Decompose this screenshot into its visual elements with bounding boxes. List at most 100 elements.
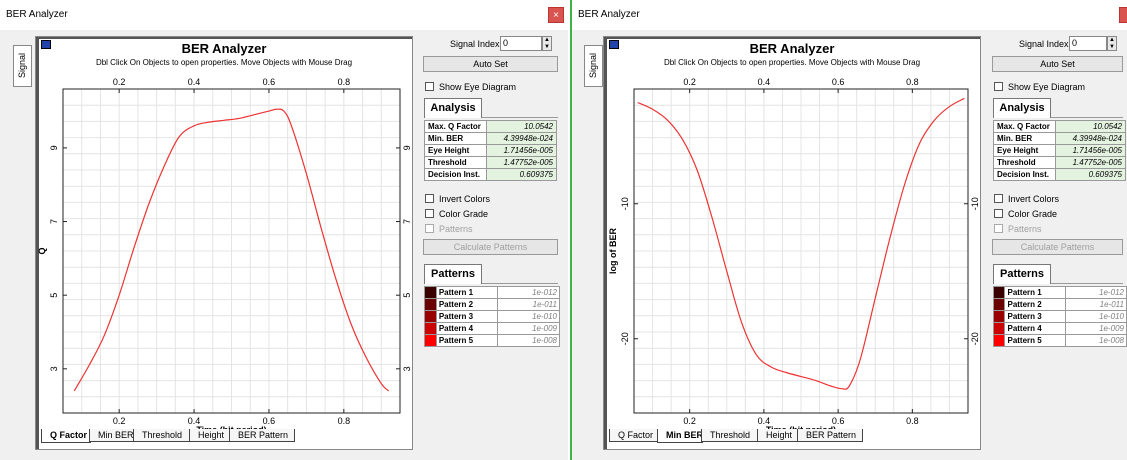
checkbox-box[interactable]: [994, 82, 1003, 91]
pattern-row[interactable]: Pattern 4 1e-009: [992, 322, 1127, 335]
y-tick-label: 5: [49, 293, 59, 298]
analysis-row: Threshold 1.47752e-005: [424, 156, 557, 169]
pattern-row[interactable]: Pattern 1 1e-012: [424, 286, 560, 299]
pattern-row[interactable]: Pattern 1 1e-012: [992, 286, 1127, 299]
calculate-patterns-button[interactable]: Calculate Patterns: [992, 239, 1123, 255]
x-tick-label: 0.4: [188, 416, 201, 426]
pattern-threshold: 1e-008: [1065, 334, 1127, 347]
y-axis-label: log of BER: [608, 228, 618, 274]
pattern-color-swatch[interactable]: [424, 298, 437, 311]
signal-index-input[interactable]: 0: [1069, 36, 1107, 51]
tab-threshold[interactable]: Threshold: [133, 429, 191, 442]
checkbox-box[interactable]: [425, 194, 434, 203]
analysis-row: Threshold 1.47752e-005: [993, 156, 1126, 169]
analysis-value: 1.47752e-005: [486, 156, 557, 169]
analysis-row: Min. BER 4.39948e-024: [424, 132, 557, 145]
show-eye-diagram-checkbox[interactable]: Show Eye Diagram: [994, 82, 1085, 92]
close-button[interactable]: ×: [548, 7, 564, 23]
tab-min-ber[interactable]: Min BER: [657, 429, 703, 443]
auto-set-button[interactable]: Auto Set: [992, 56, 1123, 72]
pattern-threshold: 1e-012: [1065, 286, 1127, 299]
color-grade-checkbox[interactable]: Color Grade: [425, 209, 488, 219]
patterns-tab[interactable]: Patterns: [424, 264, 482, 284]
tab-ber-pattern[interactable]: BER Pattern: [797, 429, 863, 442]
pattern-row[interactable]: Pattern 4 1e-009: [424, 322, 560, 335]
tab-q-factor[interactable]: Q Factor: [41, 429, 91, 443]
signal-side-tab[interactable]: Signal: [584, 45, 603, 87]
pattern-threshold: 1e-009: [1065, 322, 1127, 335]
pattern-name: Pattern 2: [1004, 298, 1067, 311]
checkbox-box[interactable]: [425, 209, 434, 218]
pattern-color-swatch[interactable]: [424, 334, 437, 347]
tab-height[interactable]: Height: [757, 429, 799, 442]
auto-set-button[interactable]: Auto Set: [423, 56, 558, 72]
chart-tab-strip: Q Factor Min BER Threshold Height BER Patter…: [604, 429, 982, 445]
tab-height[interactable]: Height: [189, 429, 231, 442]
tab-q-factor[interactable]: Q Factor: [609, 429, 659, 442]
analysis-key: Max. Q Factor: [424, 120, 487, 133]
color-grade-checkbox[interactable]: Color Grade: [994, 209, 1057, 219]
pattern-threshold: 1e-011: [497, 298, 560, 311]
analysis-table: Max. Q Factor 10.0542 Min. BER 4.39948e-024…: [993, 120, 1126, 181]
x-tick-label: 0.4: [758, 416, 771, 426]
analysis-key: Decision Inst.: [424, 168, 487, 181]
invert-colors-label: Invert Colors: [1008, 194, 1060, 204]
analysis-row: Decision Inst. 0.609375: [424, 168, 557, 181]
tab-ber-pattern[interactable]: BER Pattern: [229, 429, 295, 442]
show-eye-diagram-checkbox[interactable]: Show Eye Diagram: [425, 82, 516, 92]
pattern-color-swatch[interactable]: [992, 310, 1006, 323]
patterns-checkbox[interactable]: Patterns: [994, 224, 1042, 234]
panel-subtitle: Dbl Click On Objects to open properties.…: [663, 58, 921, 67]
min-ber-chart[interactable]: 0.20.20.40.40.60.60.80.8-10-10-20-20Time…: [604, 37, 982, 451]
analysis-row: Max. Q Factor 10.0542: [424, 120, 557, 133]
panel-subtitle: Dbl Click On Objects to open properties.…: [95, 58, 353, 67]
checkbox-box[interactable]: [994, 224, 1003, 233]
signal-index-stepper[interactable]: ▲ ▼: [542, 36, 552, 51]
x-tick-label-top: 0.8: [906, 77, 919, 87]
pattern-row[interactable]: Pattern 2 1e-011: [424, 298, 560, 311]
pattern-row[interactable]: Pattern 5 1e-008: [424, 334, 560, 347]
calculate-patterns-button[interactable]: Calculate Patterns: [423, 239, 558, 255]
invert-colors-checkbox[interactable]: Invert Colors: [994, 194, 1059, 204]
signal-index-stepper[interactable]: ▲ ▼: [1107, 36, 1117, 51]
checkbox-box[interactable]: [994, 209, 1003, 218]
y-tick-label: -20: [620, 332, 630, 345]
patterns-tab[interactable]: Patterns: [993, 264, 1051, 284]
pattern-row[interactable]: Pattern 3 1e-010: [992, 310, 1127, 323]
invert-colors-checkbox[interactable]: Invert Colors: [425, 194, 490, 204]
signal-index-input[interactable]: 0: [500, 36, 542, 51]
panel-title: BER Analyzer: [749, 41, 835, 56]
pattern-color-swatch[interactable]: [992, 298, 1006, 311]
close-button[interactable]: [1119, 7, 1127, 23]
pattern-color-swatch[interactable]: [992, 322, 1006, 335]
checkbox-box[interactable]: [425, 224, 434, 233]
analysis-value: 10.0542: [486, 120, 557, 133]
ber-analyzer-window-min-ber: BER Analyzer Signal BER Analyzer Dbl Cli…: [572, 0, 1127, 460]
pattern-color-swatch[interactable]: [992, 334, 1006, 347]
show-eye-diagram-label: Show Eye Diagram: [439, 82, 517, 92]
pattern-color-swatch[interactable]: [424, 286, 437, 299]
analysis-tab[interactable]: Analysis: [424, 98, 482, 118]
analysis-value: 1.71456e-005: [1055, 144, 1126, 157]
pattern-color-swatch[interactable]: [992, 286, 1006, 299]
checkbox-box[interactable]: [994, 194, 1003, 203]
y-tick-label-right: -20: [970, 332, 980, 345]
signal-side-tab[interactable]: Signal: [13, 45, 32, 87]
pattern-color-swatch[interactable]: [424, 322, 437, 335]
analysis-key: Eye Height: [993, 144, 1056, 157]
pattern-row[interactable]: Pattern 2 1e-011: [992, 298, 1127, 311]
patterns-checkbox[interactable]: Patterns: [425, 224, 473, 234]
analysis-row: Max. Q Factor 10.0542: [993, 120, 1126, 133]
pattern-row[interactable]: Pattern 3 1e-010: [424, 310, 560, 323]
pattern-color-swatch[interactable]: [424, 310, 437, 323]
analysis-key: Decision Inst.: [993, 168, 1056, 181]
analysis-tab[interactable]: Analysis: [993, 98, 1051, 118]
x-tick-label-top: 0.2: [683, 77, 696, 87]
side-panel: Signal Index: 0 ▲ ▼ Auto Set Show Eye Diagram…: [989, 36, 1127, 456]
q-factor-chart[interactable]: 0.20.20.40.40.60.60.80.833557799Time (bi…: [36, 37, 414, 451]
tab-threshold[interactable]: Threshold: [701, 429, 759, 442]
tab-min-ber[interactable]: Min BER: [89, 429, 135, 442]
pattern-row[interactable]: Pattern 5 1e-008: [992, 334, 1127, 347]
checkbox-box[interactable]: [425, 82, 434, 91]
